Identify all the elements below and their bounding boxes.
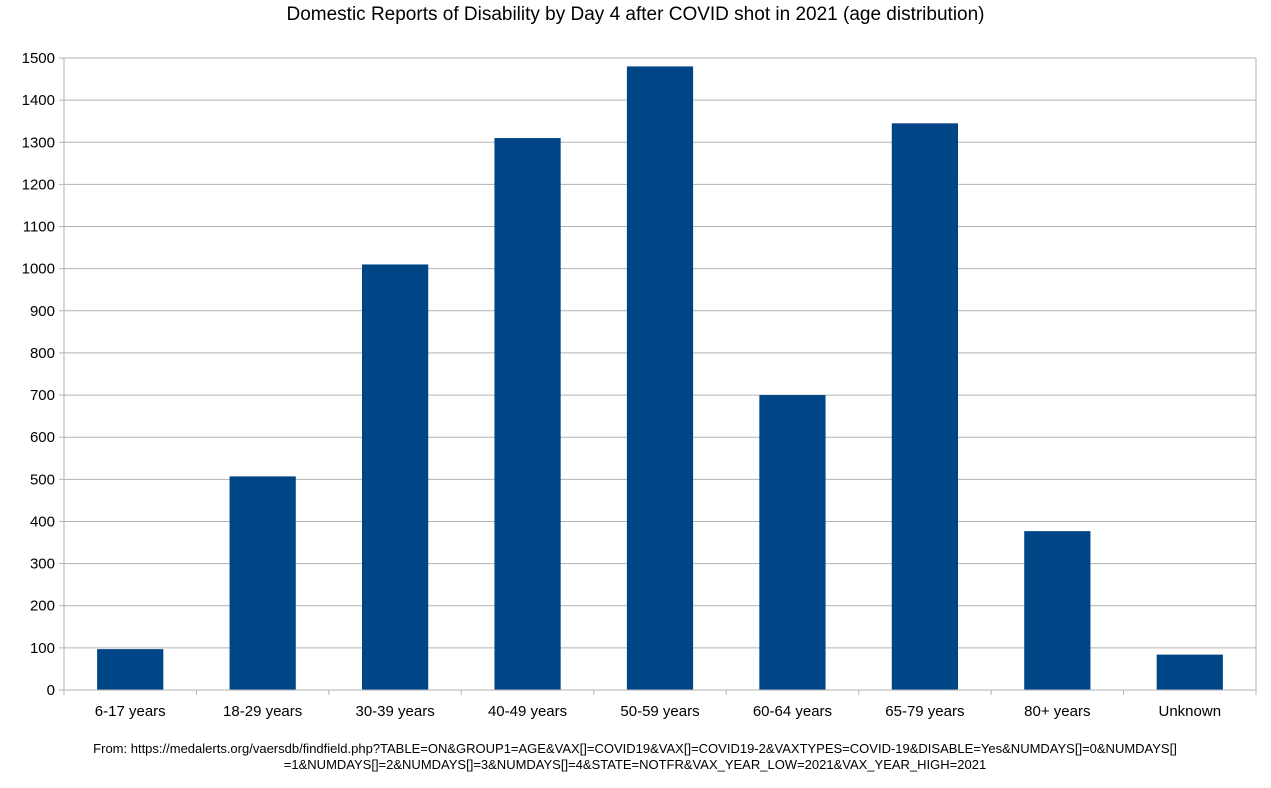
y-tick-label: 1400 bbox=[22, 92, 55, 109]
bar bbox=[362, 264, 429, 690]
axes bbox=[59, 57, 1257, 695]
x-tick-label: 6-17 years bbox=[95, 703, 166, 720]
y-tick-label: 1000 bbox=[22, 261, 55, 278]
y-tick-label: 1200 bbox=[22, 176, 55, 193]
y-tick-label: 200 bbox=[30, 598, 55, 615]
x-tick-label: Unknown bbox=[1159, 703, 1222, 720]
bar bbox=[891, 123, 958, 691]
y-tick-label: 1300 bbox=[22, 134, 55, 151]
y-tick-label: 500 bbox=[30, 471, 55, 488]
y-tick-labels: 0 100 200 300 400 500 600 700 800 900 1000 1100 1200… bbox=[22, 50, 55, 699]
y-tick-label: 600 bbox=[30, 429, 55, 446]
bar bbox=[1024, 531, 1091, 690]
chart-title: Domestic Reports of Disability by Day 4 … bbox=[286, 4, 985, 25]
x-tick-labels: 6-17 years 18-29 years 30-39 years 40-49 ye… bbox=[95, 703, 1221, 720]
source-note: From: https://medalerts.org/vaersdb/find… bbox=[93, 741, 1177, 772]
y-tick-label: 1100 bbox=[23, 219, 55, 236]
y-tick-label: 700 bbox=[30, 387, 55, 404]
x-tick-label: 30-39 years bbox=[356, 703, 435, 720]
bar bbox=[626, 66, 694, 691]
y-tick-label: 300 bbox=[30, 556, 55, 573]
y-tick-label: 400 bbox=[30, 513, 55, 530]
bar bbox=[494, 138, 561, 690]
y-tick-label: 900 bbox=[30, 303, 55, 320]
x-tick-label: 60-64 years bbox=[753, 703, 832, 720]
x-tick-label: 18-29 years bbox=[223, 703, 302, 720]
bars bbox=[97, 66, 1223, 691]
y-tick-label: 0 bbox=[47, 682, 55, 699]
y-tick-label: 1500 bbox=[22, 50, 55, 67]
y-tick-label: 100 bbox=[30, 640, 55, 657]
x-tick-label: 65-79 years bbox=[885, 703, 964, 720]
y-tick-label: 800 bbox=[30, 345, 55, 362]
bar bbox=[759, 395, 826, 690]
bar bbox=[229, 476, 296, 690]
x-tick-label: 80+ years bbox=[1024, 703, 1090, 720]
x-tick-label: 40-49 years bbox=[488, 703, 567, 720]
x-tick-label: 50-59 years bbox=[620, 703, 699, 720]
bar bbox=[97, 649, 164, 690]
bar bbox=[1156, 654, 1223, 690]
